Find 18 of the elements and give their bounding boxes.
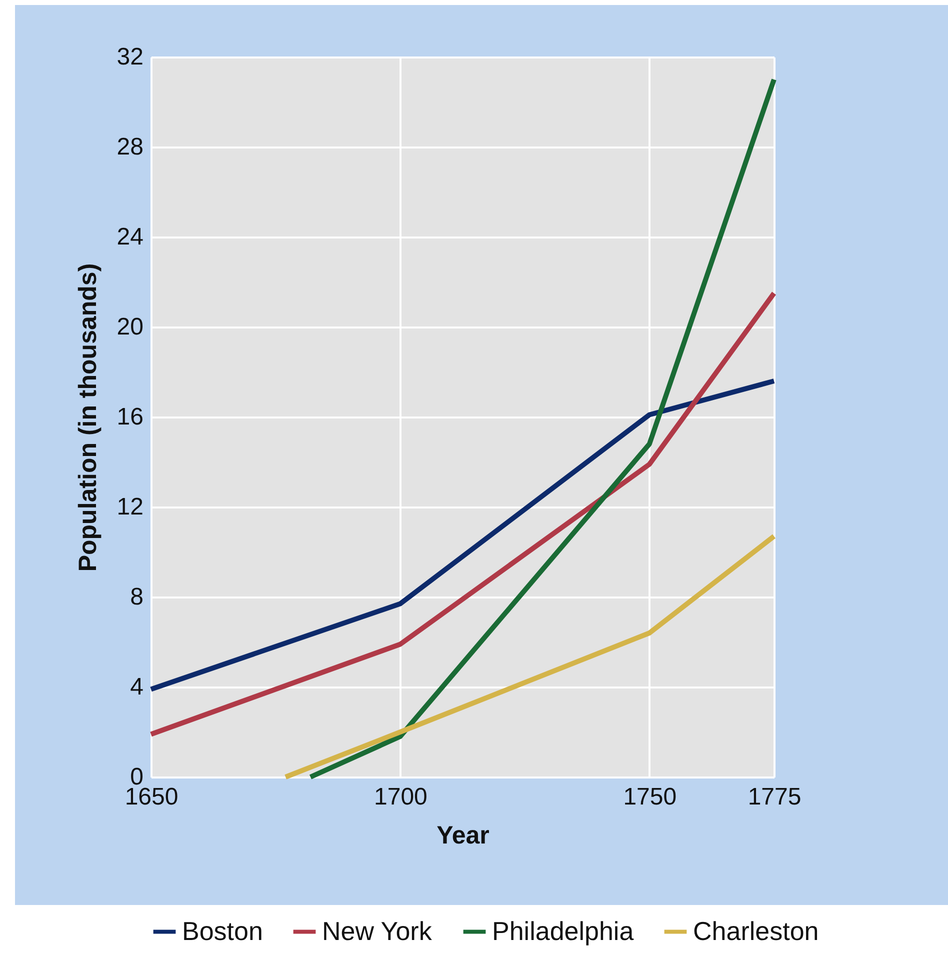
x-tick-label: 1700	[374, 784, 428, 810]
y-tick-label: 28	[116, 134, 144, 160]
x-tick-label: 1650	[124, 784, 178, 810]
x-axis-title: Year	[436, 822, 490, 850]
x-tick-label: 1750	[623, 784, 677, 810]
legend-label: New York	[322, 916, 433, 946]
y-tick-label: 20	[116, 314, 144, 340]
y-tick-label: 24	[116, 224, 144, 250]
legend-label: Charleston	[693, 916, 819, 946]
legend-label: Philadelphia	[492, 916, 634, 946]
y-tick-label: 8	[130, 584, 144, 610]
y-tick-label: 32	[116, 44, 144, 70]
legend-label: Boston	[182, 916, 263, 946]
y-tick-label: 12	[116, 494, 144, 520]
y-axis-title: Population (in thousands)	[74, 263, 102, 572]
x-tick-label: 1775	[748, 784, 802, 810]
y-tick-label: 16	[116, 404, 144, 430]
y-tick-label: 4	[130, 674, 144, 700]
